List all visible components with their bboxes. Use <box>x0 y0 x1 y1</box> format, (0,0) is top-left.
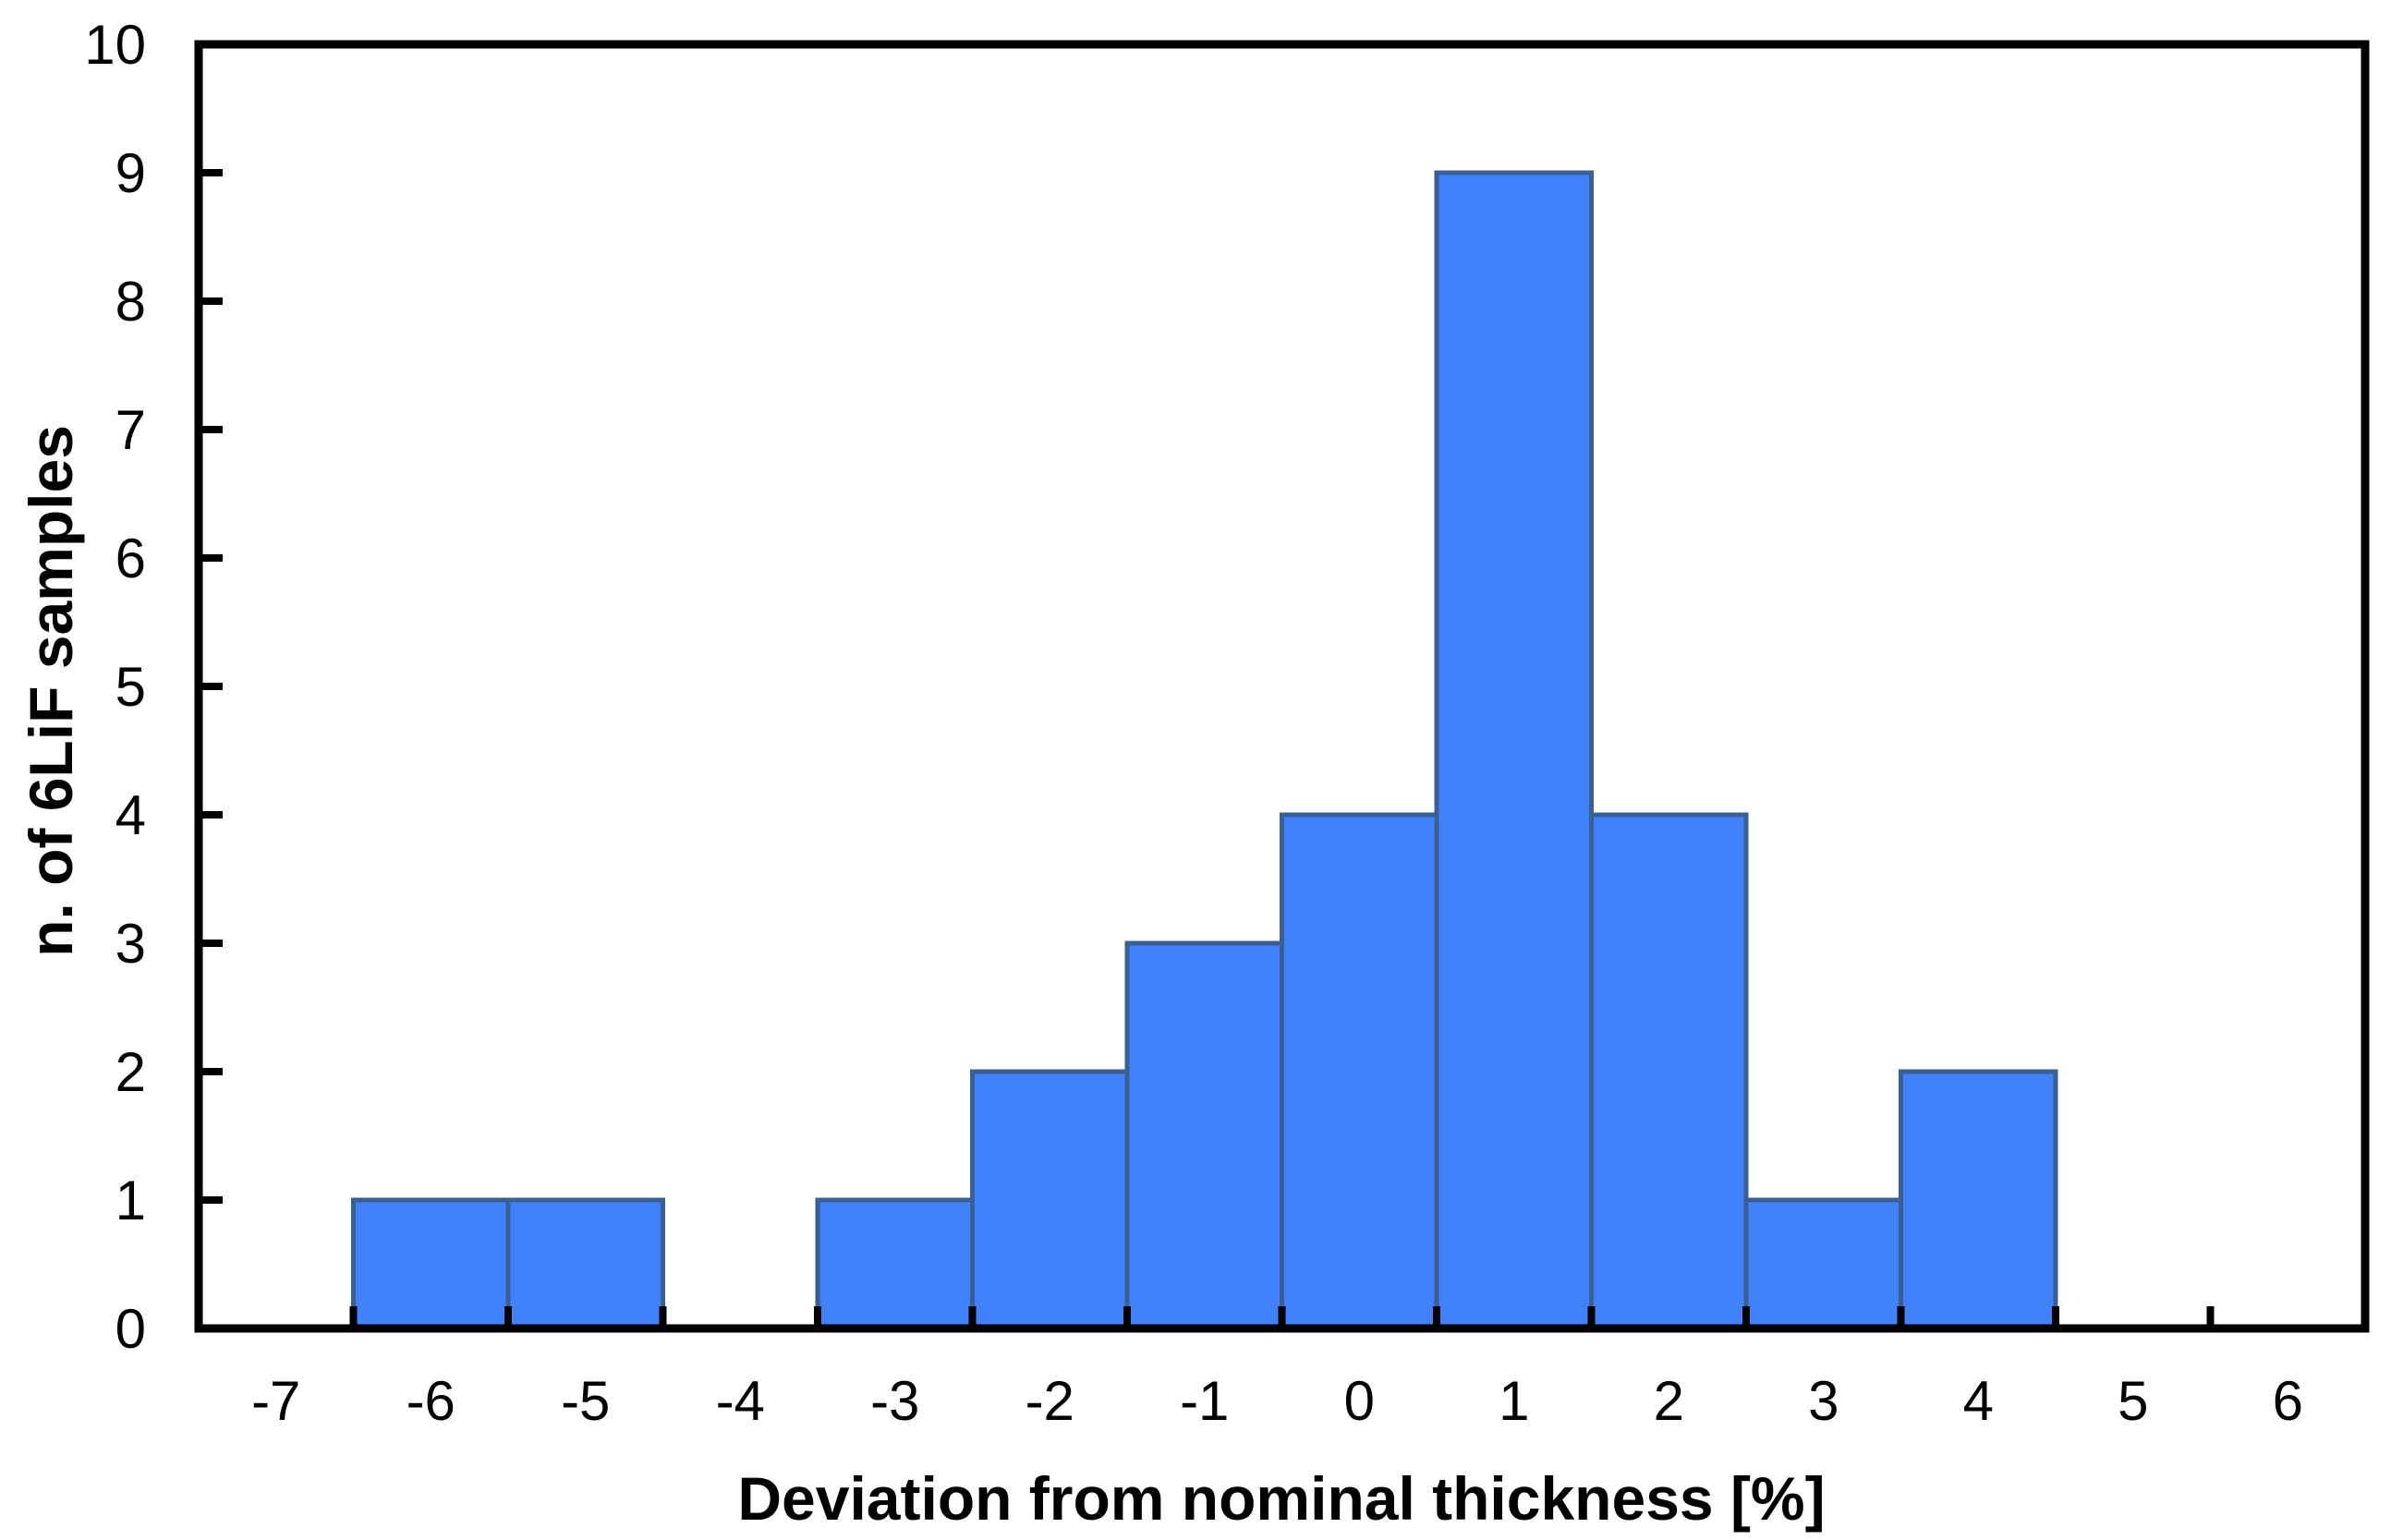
y-tick-label: 3 <box>115 913 146 975</box>
histogram-bar <box>815 1197 975 1331</box>
y-tick-label: 1 <box>115 1170 146 1231</box>
x-tick-label: 2 <box>1654 1370 1684 1432</box>
tick-labels-layer: -7 -6 -5 -4 -3 -2 -1 0 1 2 3 4 5 6 0 1 2 3 4 5 6 7 8 9 10 <box>84 14 2303 1432</box>
y-axis-title: n. of 6LiF samples <box>17 425 85 957</box>
ticks-layer <box>199 169 2215 1328</box>
histogram-bar <box>1434 170 1594 1331</box>
x-tick-label: 3 <box>1808 1370 1839 1432</box>
histogram-bar <box>1589 812 1749 1331</box>
x-tick-label: -1 <box>1180 1370 1229 1432</box>
y-tick-label: 9 <box>115 142 146 204</box>
x-tick-label: -4 <box>716 1370 765 1432</box>
bars-layer <box>351 170 2058 1331</box>
y-tick-label: 7 <box>115 399 146 461</box>
x-tick-label: 6 <box>2273 1370 2303 1432</box>
y-tick-label: 6 <box>115 527 146 589</box>
x-tick-label: 0 <box>1344 1370 1375 1432</box>
y-tick-label: 10 <box>84 14 146 76</box>
y-tick-label: 8 <box>115 271 146 333</box>
x-tick-label: -5 <box>561 1370 610 1432</box>
histogram-bar <box>1124 940 1284 1331</box>
histogram-bar <box>1743 1197 1903 1331</box>
y-tick-label: 5 <box>115 656 146 718</box>
x-tick-label: -6 <box>407 1370 455 1432</box>
x-tick-label: -7 <box>251 1370 300 1432</box>
histogram-bar <box>505 1197 665 1331</box>
x-tick-label: 5 <box>2118 1370 2148 1432</box>
x-tick-label: 1 <box>1499 1370 1529 1432</box>
y-tick-label: 0 <box>115 1298 146 1360</box>
x-tick-label: -2 <box>1026 1370 1074 1432</box>
x-tick-label: 4 <box>1963 1370 1994 1432</box>
histogram-bar <box>351 1197 511 1331</box>
x-axis-title: Deviation from nominal thickness [%] <box>737 1464 1825 1533</box>
y-tick-label: 2 <box>115 1041 146 1103</box>
histogram-bar <box>1280 812 1439 1331</box>
x-tick-label: -3 <box>870 1370 919 1432</box>
histogram-bar <box>1899 1069 2058 1331</box>
histogram-bar <box>970 1069 1130 1331</box>
y-tick-label: 4 <box>115 784 146 846</box>
